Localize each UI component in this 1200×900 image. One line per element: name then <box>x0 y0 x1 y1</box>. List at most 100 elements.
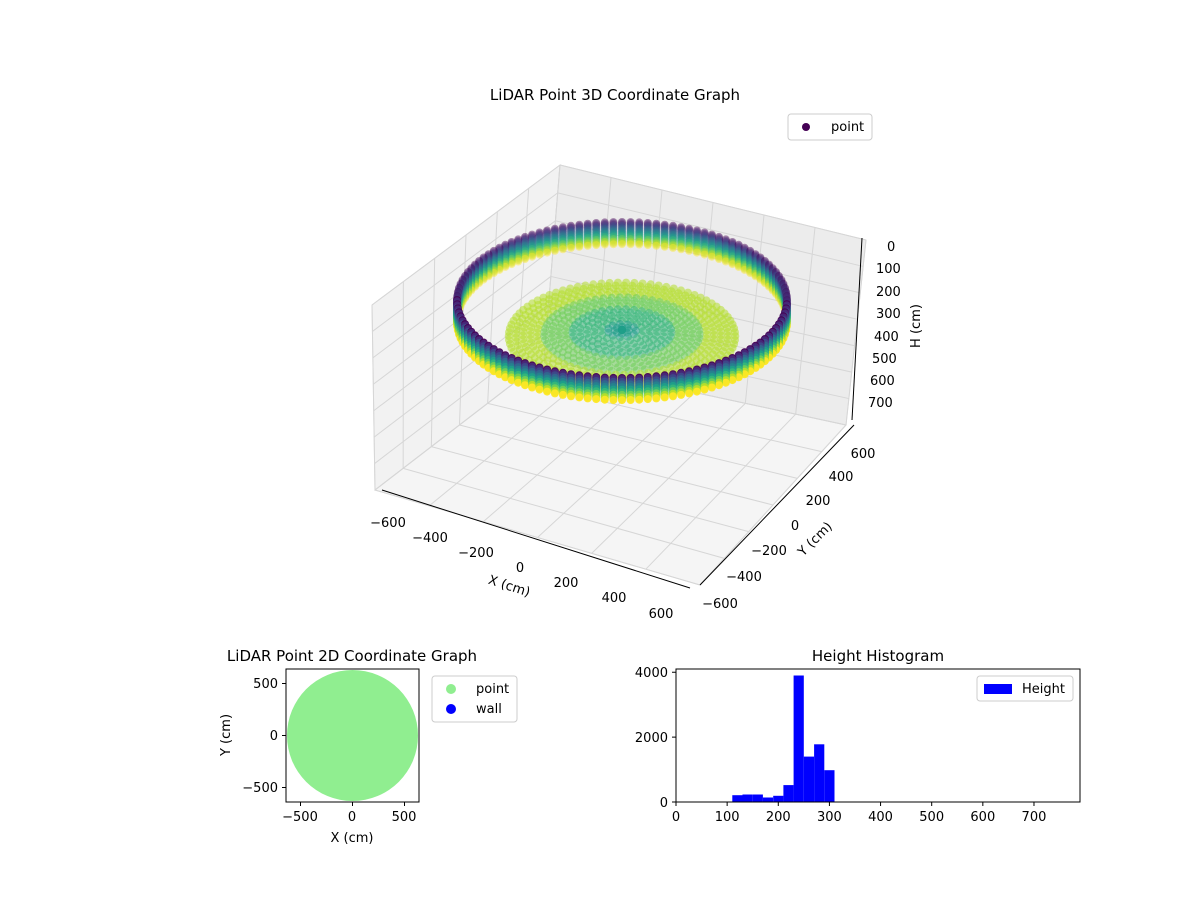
data-point <box>669 240 677 248</box>
data-point <box>669 242 677 251</box>
data-point <box>456 283 465 292</box>
plot2d-y-axis-label: Y (cm) <box>219 714 234 757</box>
data-point <box>685 227 694 236</box>
data-point <box>782 290 791 299</box>
data-point <box>765 272 773 281</box>
data-point <box>652 219 661 228</box>
data-point <box>558 241 567 250</box>
data-point <box>751 264 760 273</box>
data-point <box>669 238 677 247</box>
data-point <box>535 233 544 242</box>
data-point <box>756 274 765 283</box>
data-point <box>756 263 765 272</box>
data-point <box>777 282 786 291</box>
data-point <box>464 283 472 292</box>
data-point <box>467 268 476 277</box>
data-point <box>535 248 544 256</box>
data-point <box>774 287 783 296</box>
data-point <box>669 237 677 246</box>
data-point <box>489 259 498 268</box>
data-point <box>660 240 669 249</box>
data-point <box>618 236 626 245</box>
legend-label-point: point <box>831 120 864 135</box>
data-point <box>660 229 669 238</box>
data-point <box>489 269 498 277</box>
histogram-bar <box>752 794 763 802</box>
data-point <box>475 263 484 272</box>
data-point <box>484 256 493 265</box>
data-point <box>774 292 783 301</box>
data-point <box>692 229 701 238</box>
data-point <box>756 269 765 278</box>
data-point <box>461 292 470 301</box>
data-point <box>652 230 661 239</box>
data-point <box>685 236 694 245</box>
data-point <box>626 225 635 234</box>
data-point <box>592 235 601 244</box>
data-point <box>765 267 773 276</box>
plot3d-x-ticks: −600 −400 −200 0 200 400 600 <box>370 516 673 622</box>
data-point <box>550 246 559 255</box>
data-point <box>765 268 773 277</box>
data-point <box>507 248 516 257</box>
data-point <box>669 223 677 232</box>
plot2d-title: LiDAR Point 2D Coordinate Graph <box>227 647 477 665</box>
data-point <box>779 286 788 295</box>
data-point <box>456 282 465 291</box>
data-point <box>643 220 652 229</box>
data-point <box>521 239 529 248</box>
data-point <box>685 224 694 233</box>
plot3d-z-axis-line <box>851 237 863 421</box>
grid-line <box>699 424 847 586</box>
data-point <box>746 267 755 276</box>
data-point <box>774 279 783 288</box>
data-point <box>567 232 575 241</box>
data-point <box>507 249 516 258</box>
data-point <box>740 260 749 269</box>
data-point <box>782 291 791 300</box>
data-point <box>669 224 677 233</box>
data-point <box>635 218 644 227</box>
data-point <box>583 221 592 229</box>
data-point <box>592 221 601 230</box>
data-point <box>475 275 484 284</box>
data-point <box>567 238 575 247</box>
data-point <box>528 243 537 252</box>
data-point <box>707 235 716 244</box>
data-point <box>501 243 510 252</box>
data-point <box>583 231 592 240</box>
histogram-frame <box>675 668 1081 803</box>
y-tick-label: 500 <box>253 677 278 692</box>
plot2d-x-ticks: −500 0 500 <box>282 810 416 825</box>
data-point <box>765 281 773 290</box>
data-point <box>507 254 516 263</box>
data-point <box>507 253 516 262</box>
histogram-bar <box>783 785 794 802</box>
data-point <box>618 219 626 228</box>
data-point <box>471 274 479 283</box>
data-point <box>677 238 686 247</box>
data-point <box>760 272 769 281</box>
data-point <box>592 220 601 229</box>
data-point <box>521 248 529 257</box>
data-point <box>609 220 618 229</box>
data-point <box>609 219 618 228</box>
data-point <box>643 241 652 250</box>
data-point <box>660 223 669 232</box>
data-point <box>458 275 467 284</box>
data-point <box>528 246 537 255</box>
data-point <box>765 274 773 283</box>
data-point <box>685 240 694 249</box>
data-point <box>772 282 780 291</box>
data-point <box>728 253 737 262</box>
plot3d-z-axis-label: H (cm) <box>909 304 924 348</box>
legend-frame <box>976 675 1074 702</box>
data-point <box>535 231 544 240</box>
data-point <box>652 394 661 403</box>
data-point <box>734 242 743 251</box>
data-point <box>514 235 523 244</box>
data-point <box>660 237 669 246</box>
grid-line <box>430 258 436 447</box>
data-point <box>721 253 730 262</box>
data-point <box>528 241 537 249</box>
